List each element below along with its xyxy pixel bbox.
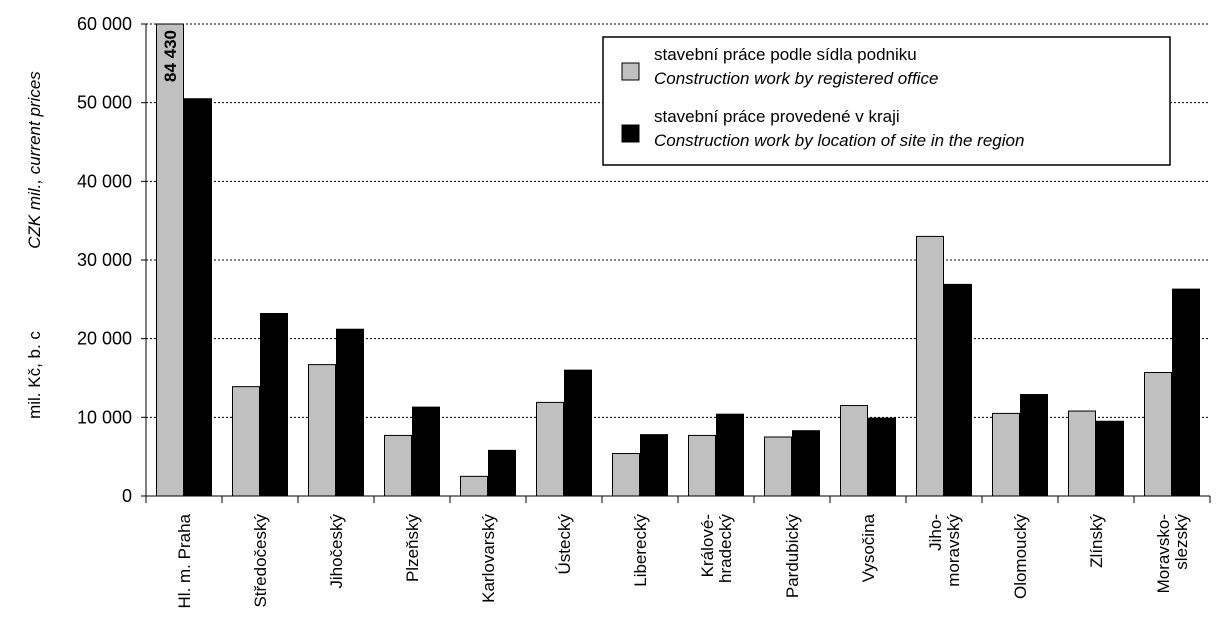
category-label: Plzeňský (403, 514, 422, 583)
bar-registered-office (764, 436, 792, 497)
category-label: Karlovarský (479, 514, 498, 603)
bar-registered-office (688, 434, 716, 497)
bar-registered-office (536, 401, 564, 497)
bar-site-location (184, 98, 212, 497)
category-label: Středočeský (251, 514, 270, 608)
bar-registered-office (308, 364, 336, 497)
bar-registered-office (916, 235, 944, 497)
bar-site-location (564, 369, 592, 497)
bar-registered-office (1068, 410, 1096, 497)
y-tick-label: 60 000 (77, 14, 132, 34)
bar-registered-office (384, 434, 412, 497)
bar-site-location (944, 283, 972, 497)
y-axis-label: mil. Kč, b. c CZK mil., current prices (25, 71, 44, 419)
y-tick-label: 50 000 (77, 93, 132, 113)
axes (141, 23, 1211, 503)
category-label: hradecký (716, 514, 735, 583)
legend: stavební práce podle sídla podniku Constr… (602, 36, 1171, 166)
category-label: Zlínský (1087, 514, 1106, 568)
bar-site-location (488, 449, 516, 497)
overflow-value-label: 84 430 (161, 30, 180, 82)
y-tick-labels: 0 10 000 20 000 30 000 40 000 50 000 60 000 (77, 14, 132, 506)
category-label: Hl. m. Praha (175, 513, 194, 608)
legend-label: stavební práce provedené v kraji (654, 107, 900, 126)
bar-site-location (868, 417, 896, 497)
y-tick-label: 20 000 (77, 329, 132, 349)
bar-site-location (1020, 394, 1048, 497)
category-label: Pardubický (783, 514, 802, 599)
bar-site-location (1172, 288, 1200, 497)
category-label: moravský (944, 514, 963, 587)
bar-registered-office (232, 386, 260, 497)
bar-registered-office (460, 475, 488, 497)
y-tick-label: 0 (122, 486, 132, 506)
legend-label: stavební práce podle sídla podniku (654, 45, 917, 64)
category-label: Králové- (698, 514, 717, 577)
annotations: 84 430 (161, 30, 180, 82)
category-label: Moravsko- (1154, 514, 1173, 593)
y-axis-label-czech: mil. Kč, b. c (25, 331, 44, 419)
y-tick-label: 10 000 (77, 407, 132, 427)
legend-label-english: Construction work by location of site in… (654, 131, 1024, 150)
y-tick-label: 40 000 (77, 171, 132, 191)
bar-site-location (260, 312, 288, 497)
y-tick-label: 30 000 (77, 250, 132, 270)
bar-site-location (336, 328, 364, 497)
y-axis-label-english: CZK mil., current prices (25, 71, 44, 249)
legend-swatch (621, 62, 640, 81)
category-label: Olomoucký (1011, 514, 1030, 600)
bar-registered-office (992, 412, 1020, 497)
category-label: Jihočeský (327, 514, 346, 589)
bar-registered-office (840, 405, 868, 497)
legend-box (602, 36, 1171, 166)
legend-label-english: Construction work by registered office (654, 69, 938, 88)
bar-registered-office (1144, 371, 1172, 497)
category-label: Ústecký (555, 514, 574, 575)
bar-site-location (1096, 420, 1124, 497)
category-label: Liberecký (631, 514, 650, 587)
bar-site-location (716, 413, 744, 497)
x-category-labels: Hl. m. Praha Středočeský Jihočeský Plzeňský… (175, 513, 1191, 608)
bar-site-location (640, 434, 668, 497)
category-label: Jiho- (926, 514, 945, 551)
bar-registered-office (612, 453, 640, 497)
legend-swatch (621, 124, 640, 143)
bar-registered-office (156, 23, 184, 497)
category-label: slezský (1172, 514, 1191, 570)
bar-site-location (412, 406, 440, 497)
bar-site-location (792, 430, 820, 497)
category-label: Vysočina (859, 513, 878, 582)
